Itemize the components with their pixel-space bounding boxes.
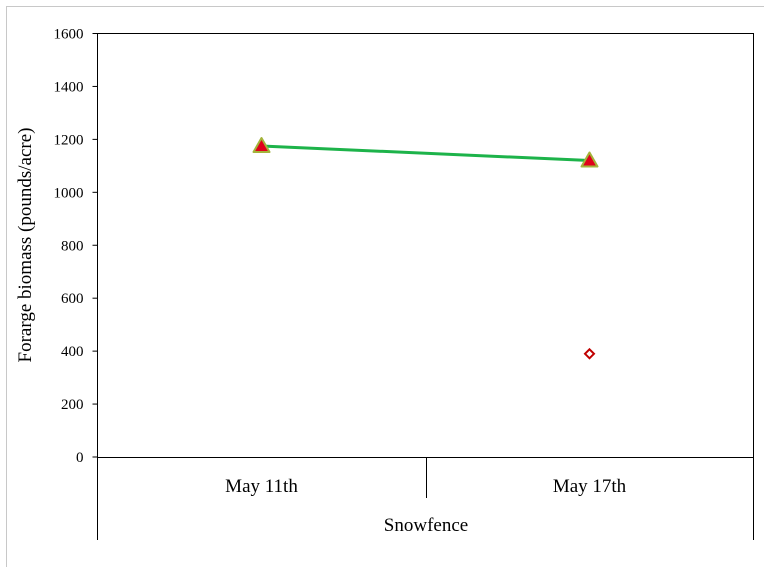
x-axis: May 11th May 17th	[225, 476, 627, 497]
y-tick-label: 200	[61, 397, 84, 413]
y-axis-title: Forarge biomass (pounds/acre)	[15, 128, 36, 363]
y-tick-label: 1200	[54, 132, 84, 148]
data-point-diamond	[583, 347, 596, 360]
x-category-label: May 11th	[225, 476, 298, 497]
x-group-label: Snowfence	[384, 515, 468, 536]
y-axis: 0 200 400 600 800 1000 1200 1400 1600	[54, 27, 98, 466]
x-category-label: May 17th	[553, 476, 627, 497]
y-tick-label: 1600	[54, 27, 84, 43]
y-tick-label: 400	[61, 344, 84, 360]
chart-area-border	[6, 6, 764, 567]
data-point-triangle	[252, 136, 271, 153]
plot-area	[97, 33, 754, 458]
y-tick-label: 1000	[54, 185, 84, 201]
y-tick-label: 0	[76, 450, 84, 466]
data-point-triangle	[580, 151, 599, 168]
y-tick-label: 1400	[54, 79, 84, 95]
series-layer	[252, 136, 599, 360]
y-tick-label: 600	[61, 291, 84, 307]
series-line	[261, 144, 590, 163]
y-tick-label: 800	[61, 238, 84, 254]
